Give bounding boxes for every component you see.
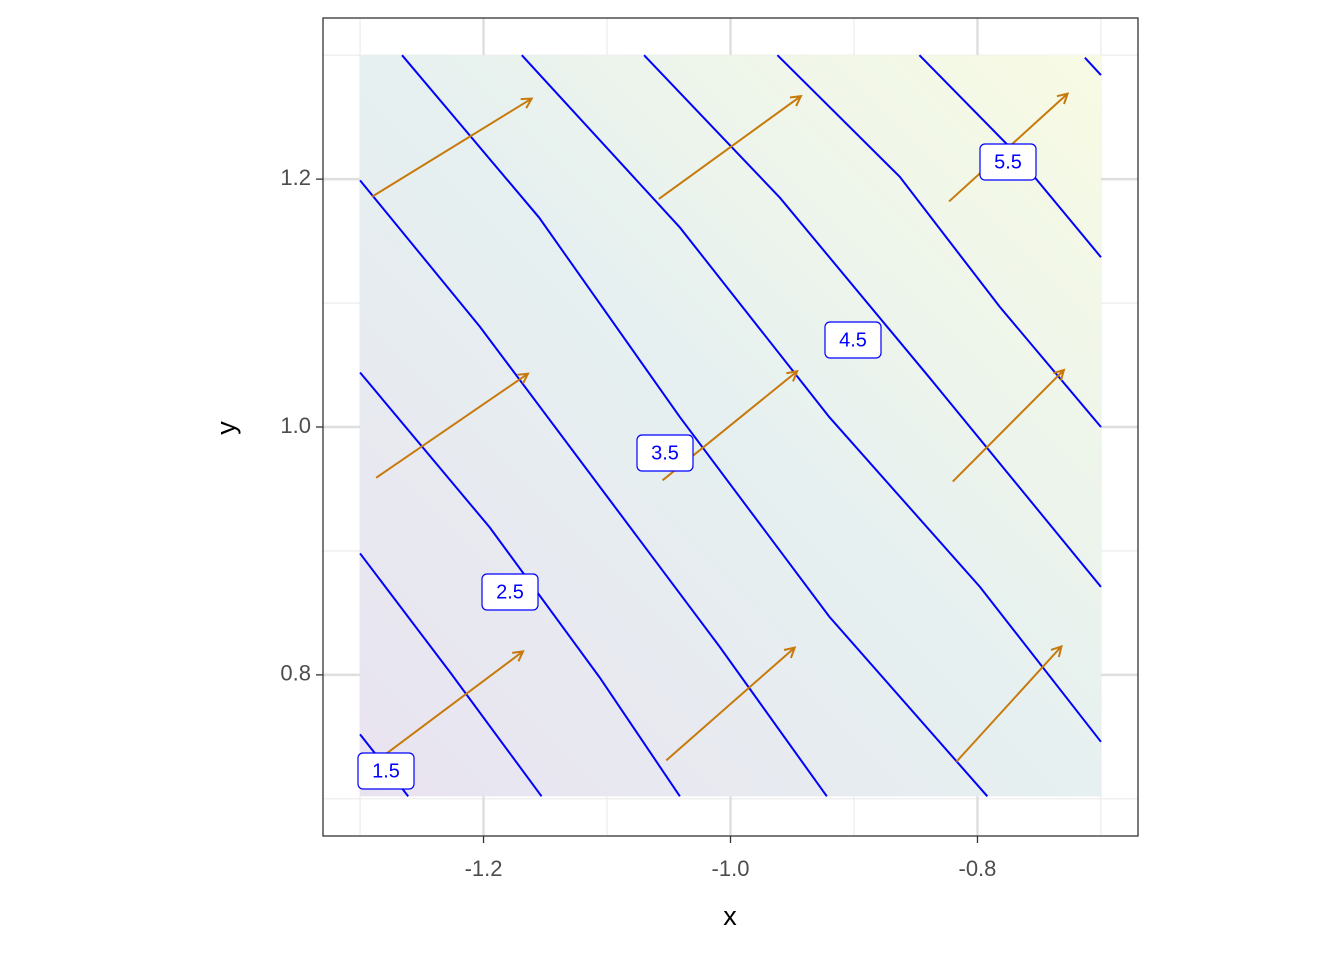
contour-line bbox=[359, 371, 681, 797]
x-tick-label: -0.8 bbox=[959, 856, 997, 881]
y-tick-label: 1.0 bbox=[280, 413, 311, 438]
contour-label: 2.5 bbox=[481, 573, 539, 611]
vector-arrow bbox=[658, 94, 803, 200]
contour-line bbox=[359, 179, 828, 797]
contour-label-box bbox=[481, 573, 539, 611]
contour-line bbox=[643, 54, 1102, 588]
contour-line bbox=[401, 54, 989, 797]
contour-label: 3.5 bbox=[636, 434, 694, 472]
contour-label-text: 2.5 bbox=[496, 581, 524, 603]
contour-line bbox=[1084, 56, 1102, 76]
contour-label-text: 1.5 bbox=[372, 760, 400, 782]
vector-arrow bbox=[375, 372, 530, 479]
contour-label-box bbox=[636, 434, 694, 472]
contour-label-text: 3.5 bbox=[651, 442, 679, 464]
contour-label-text: 5.5 bbox=[994, 151, 1022, 173]
contour-label-box bbox=[979, 143, 1037, 181]
vector-arrow bbox=[381, 650, 525, 758]
x-tick-label: -1.0 bbox=[712, 856, 750, 881]
contour-line bbox=[359, 552, 543, 797]
contour-line bbox=[776, 54, 1102, 428]
axes: -1.2 -1.0 -0.8 0.8 1.0 1.2 bbox=[280, 165, 996, 881]
y-tick-label: 1.2 bbox=[280, 165, 311, 190]
contour-label: 1.5 bbox=[357, 752, 415, 790]
contour-label: 4.5 bbox=[824, 321, 882, 359]
y-tick-label: 0.8 bbox=[280, 661, 311, 686]
vector-arrow bbox=[952, 368, 1066, 483]
contour-label-text: 4.5 bbox=[839, 329, 867, 351]
vector-arrow bbox=[371, 97, 534, 198]
contour-label-box bbox=[357, 752, 415, 790]
vector-arrow bbox=[665, 646, 797, 762]
contour-label: 5.5 bbox=[979, 143, 1037, 181]
x-tick-label: -1.2 bbox=[465, 856, 503, 881]
vector-arrow bbox=[955, 644, 1063, 763]
contour-label-box bbox=[824, 321, 882, 359]
contour-line bbox=[521, 54, 1102, 743]
x-axis-title: x bbox=[723, 901, 737, 931]
y-axis-title: y bbox=[211, 421, 241, 435]
marks: 1.5 2.5 3.5 4.5 5.5 bbox=[357, 54, 1102, 797]
